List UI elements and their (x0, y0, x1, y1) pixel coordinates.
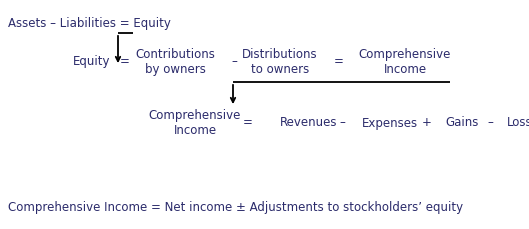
Text: Contributions
by owners: Contributions by owners (135, 48, 215, 76)
Text: Expenses: Expenses (362, 116, 418, 129)
Text: Comprehensive Income = Net income ± Adjustments to stockholders’ equity: Comprehensive Income = Net income ± Adju… (8, 201, 463, 214)
Text: –: – (487, 116, 493, 129)
Text: +: + (422, 116, 432, 129)
Text: =: = (334, 55, 344, 68)
Text: Gains: Gains (445, 116, 478, 129)
Text: Revenues: Revenues (280, 116, 338, 129)
Text: Comprehensive
Income: Comprehensive Income (359, 48, 451, 76)
Text: Equity: Equity (73, 55, 111, 68)
Text: =: = (243, 116, 253, 129)
Text: Losses: Losses (507, 116, 529, 129)
Text: Distributions
to owners: Distributions to owners (242, 48, 318, 76)
Text: Comprehensive
Income: Comprehensive Income (149, 109, 241, 136)
Text: –: – (231, 55, 237, 68)
Text: =: = (120, 55, 130, 68)
Text: –: – (339, 116, 345, 129)
Text: Assets – Liabilities = Equity: Assets – Liabilities = Equity (8, 17, 171, 30)
